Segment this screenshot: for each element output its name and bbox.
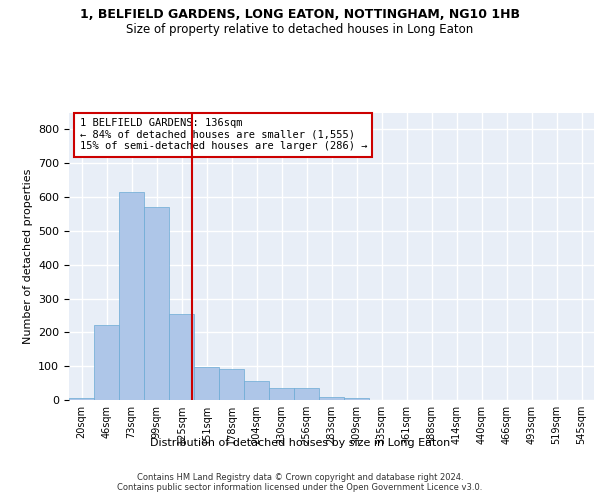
Bar [94,325,119,400]
Bar [194,367,219,400]
Bar [294,388,319,400]
Bar [244,380,269,400]
Bar [69,398,94,400]
Bar [219,368,244,400]
Bar [344,398,369,400]
Text: 1 BELFIELD GARDENS: 136sqm
← 84% of detached houses are smaller (1,555)
15% of s: 1 BELFIELD GARDENS: 136sqm ← 84% of deta… [79,118,367,152]
Bar [144,207,169,400]
Bar [119,192,144,400]
Text: Size of property relative to detached houses in Long Eaton: Size of property relative to detached ho… [127,22,473,36]
Bar [169,314,194,400]
Text: Contains HM Land Registry data © Crown copyright and database right 2024.
Contai: Contains HM Land Registry data © Crown c… [118,472,482,492]
Bar [269,388,294,400]
Y-axis label: Number of detached properties: Number of detached properties [23,168,32,344]
Text: 1, BELFIELD GARDENS, LONG EATON, NOTTINGHAM, NG10 1HB: 1, BELFIELD GARDENS, LONG EATON, NOTTING… [80,8,520,20]
Bar [319,396,344,400]
Text: Distribution of detached houses by size in Long Eaton: Distribution of detached houses by size … [150,438,450,448]
